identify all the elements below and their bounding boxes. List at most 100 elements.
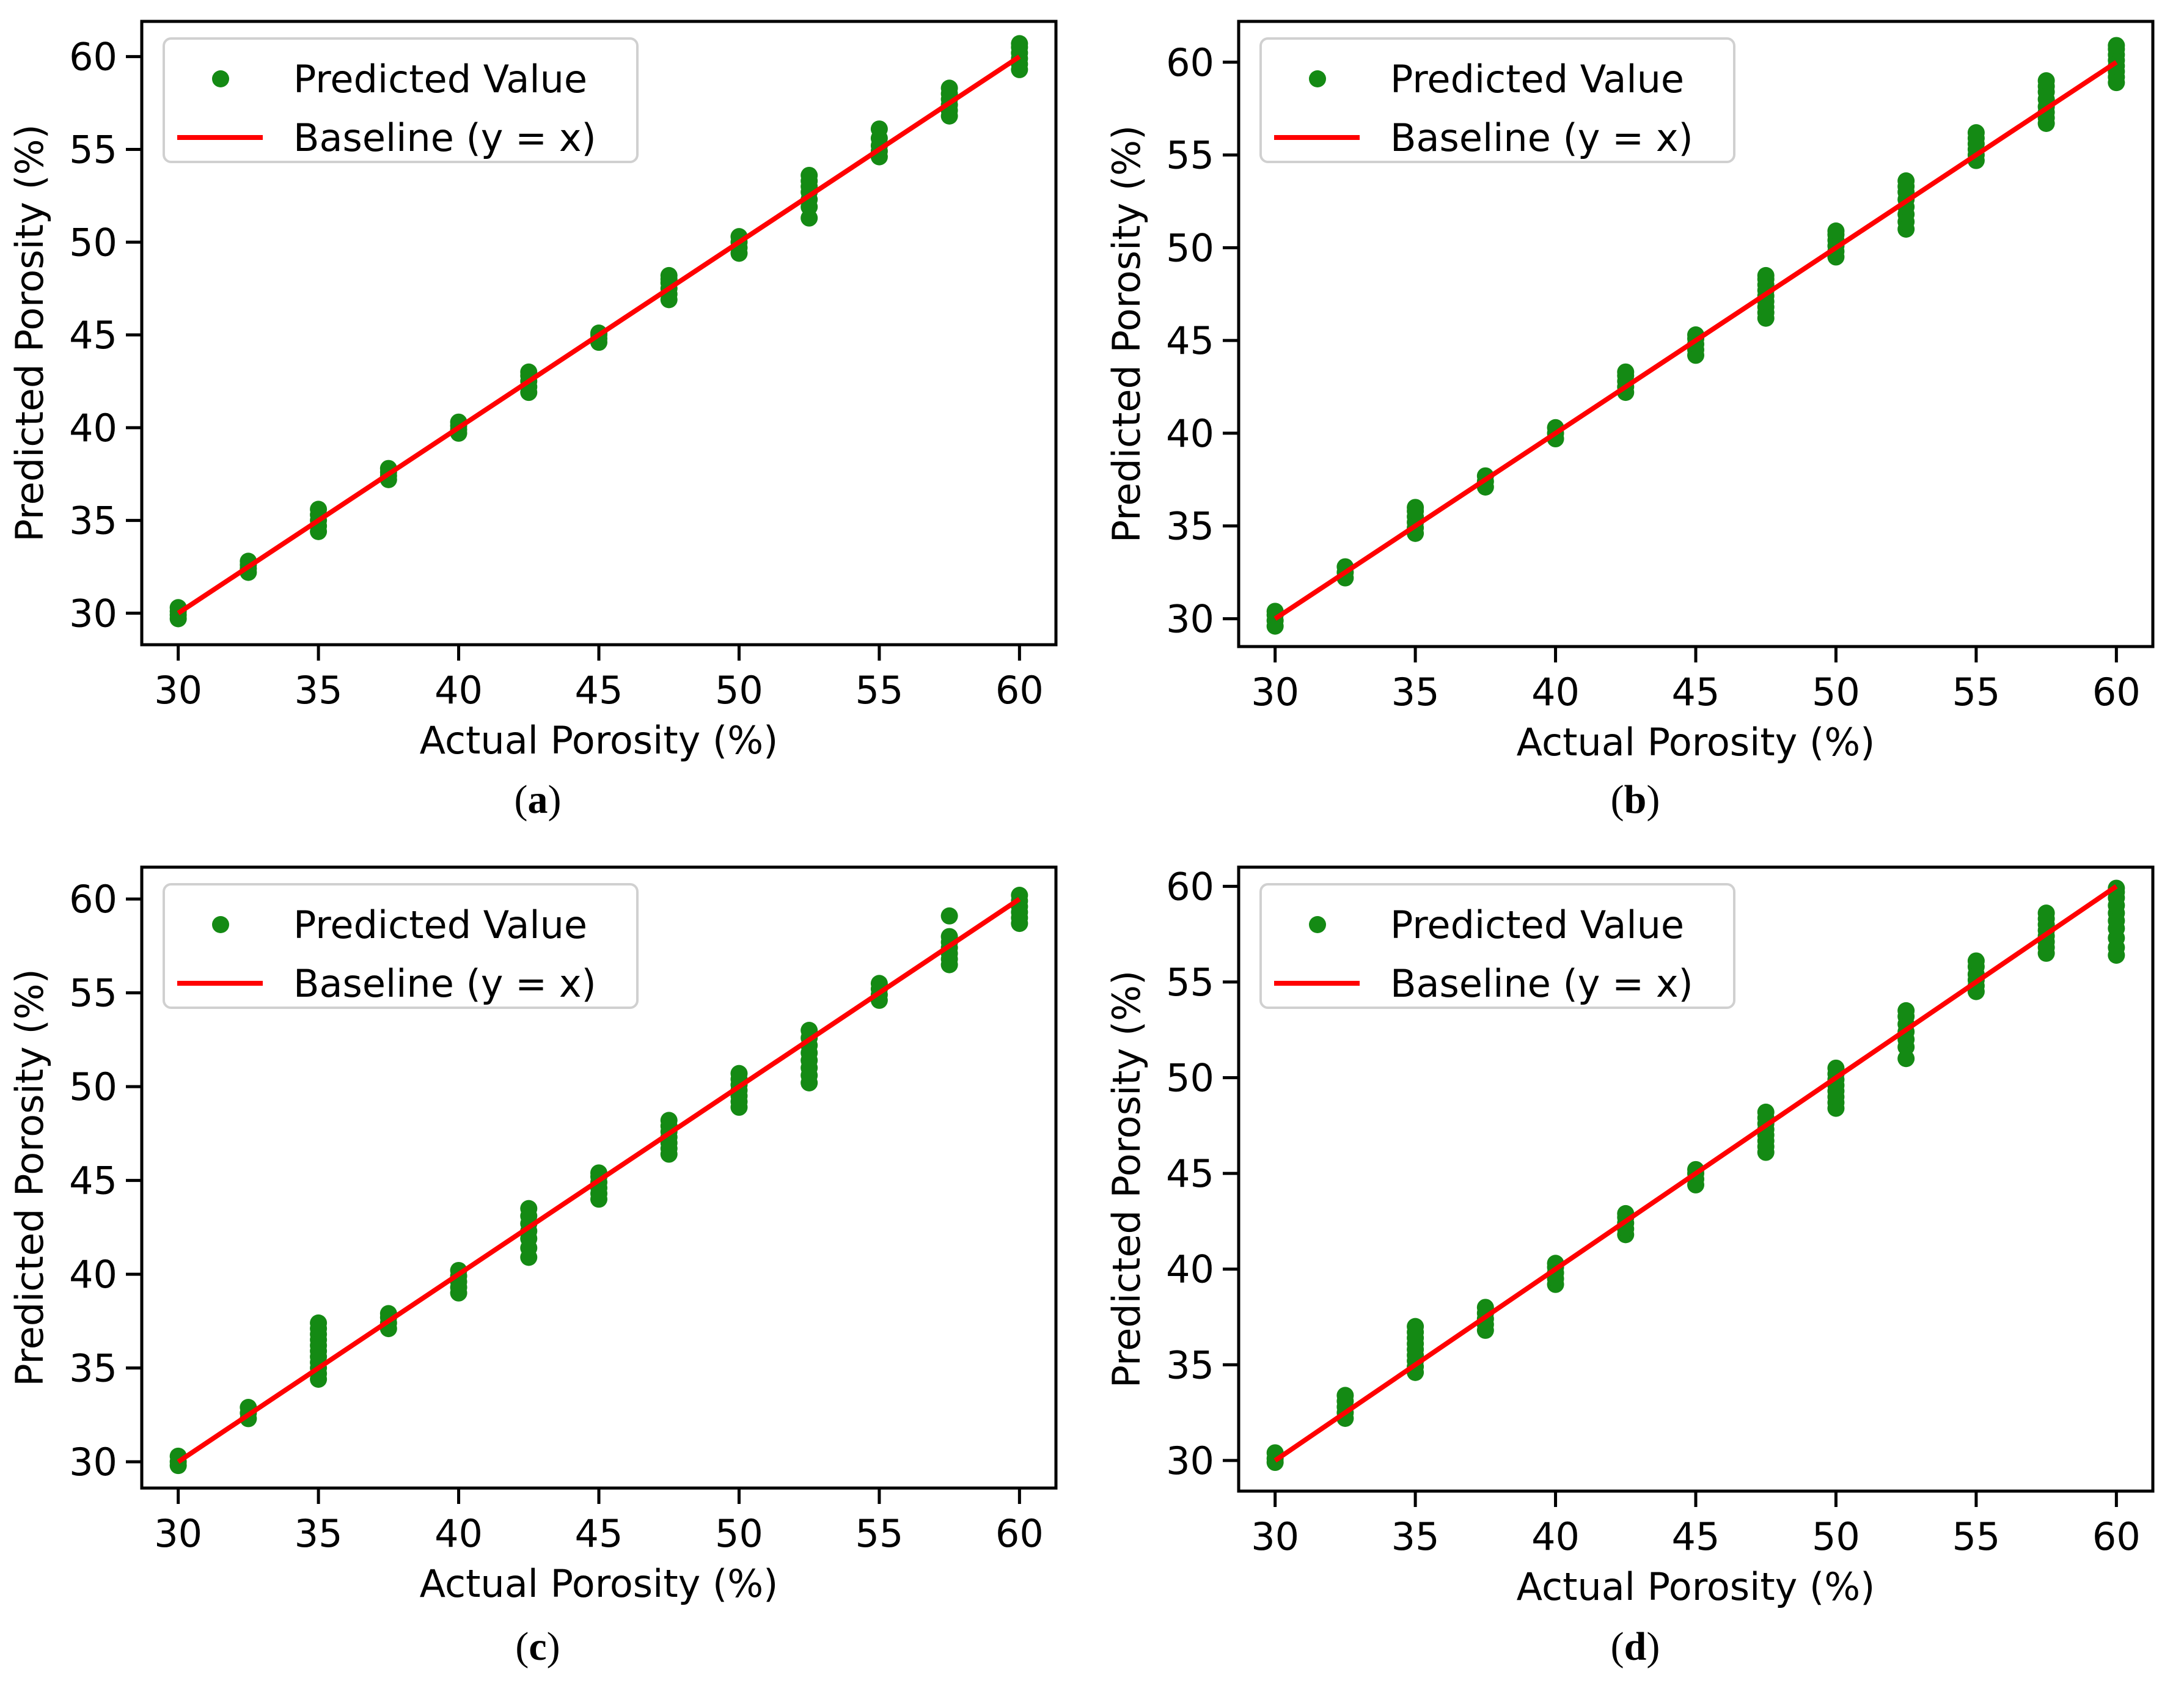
scatter-point <box>2108 37 2125 54</box>
y-tick-label: 50 <box>1166 226 1214 270</box>
legend-label-baseline: Baseline (y = x) <box>293 116 596 160</box>
caption-open-paren: ( <box>1611 1624 1624 1669</box>
x-tick-label: 45 <box>575 668 623 713</box>
x-tick-label: 45 <box>1672 670 1720 714</box>
x-axis-label: Actual Porosity (%) <box>420 1561 779 1606</box>
axes-frame <box>1237 20 2155 648</box>
x-tick-label: 55 <box>855 1511 903 1556</box>
y-tick-label: 40 <box>69 1252 117 1297</box>
scatter-point <box>1336 1387 1354 1404</box>
scatter-point <box>310 1314 328 1332</box>
x-tick-label: 30 <box>154 668 202 713</box>
x-tick-label: 60 <box>995 668 1044 713</box>
panel-caption: (d) <box>1611 1624 1660 1669</box>
x-tick-label: 30 <box>1251 1514 1299 1559</box>
y-axis-label: Predicted Porosity (%) <box>1104 970 1149 1388</box>
panel-caption: (b) <box>1611 777 1660 822</box>
caption-close-paren: ) <box>547 1624 560 1669</box>
y-axis-label: Predicted Porosity (%) <box>7 969 52 1386</box>
y-tick-label: 30 <box>1166 596 1214 641</box>
scatter-point <box>2037 72 2055 90</box>
x-tick-label: 60 <box>2092 1514 2141 1559</box>
chart-panel-c: 30 35 40 45 50 55 60 30 35 40 45 50 55 60 Predicted Va… <box>7 865 1058 1669</box>
y-tick-label: 40 <box>1166 1247 1214 1292</box>
legend-label-predicted: Predicted Value <box>1390 903 1684 947</box>
legend-label-predicted: Predicted Value <box>1390 57 1684 101</box>
y-tick-label: 35 <box>1166 504 1214 549</box>
legend-scatter-marker <box>212 916 229 933</box>
axes-frame <box>140 865 1058 1490</box>
x-tick-label: 50 <box>715 668 763 713</box>
x-tick-label: 35 <box>295 1511 343 1556</box>
y-axis-label: Predicted Porosity (%) <box>1104 125 1149 543</box>
scatter-series <box>1266 879 2125 1472</box>
caption-open-paren: ( <box>515 1624 529 1669</box>
y-tick-label: 60 <box>1166 864 1214 909</box>
x-tick-label: 40 <box>434 668 483 713</box>
legend-label-baseline: Baseline (y = x) <box>1390 116 1693 160</box>
y-tick-label: 45 <box>69 1159 117 1203</box>
x-tick-label: 55 <box>855 668 903 713</box>
y-tick-label: 35 <box>1166 1343 1214 1387</box>
caption-open-paren: ( <box>1611 777 1624 822</box>
x-tick-label: 60 <box>995 1511 1044 1556</box>
scatter-point <box>1407 499 1424 516</box>
y-tick-label: 30 <box>69 1440 117 1484</box>
x-tick-label: 30 <box>1251 670 1299 714</box>
scatter-point <box>1897 1002 1915 1019</box>
legend-label-baseline: Baseline (y = x) <box>1390 961 1693 1006</box>
x-tick-label: 45 <box>1672 1514 1720 1559</box>
x-tick-label: 40 <box>1531 670 1580 714</box>
legend-label-baseline: Baseline (y = x) <box>293 961 596 1006</box>
y-tick-label: 50 <box>1166 1056 1214 1101</box>
scatter-point <box>1757 266 1775 284</box>
x-tick-label: 35 <box>1391 670 1440 714</box>
caption-close-paren: ) <box>1646 777 1660 822</box>
legend-label-predicted: Predicted Value <box>293 903 587 947</box>
legend-scatter-marker <box>212 70 229 87</box>
scatter-point <box>660 266 678 284</box>
scatter-point <box>1827 222 1845 240</box>
x-tick-label: 50 <box>1812 670 1860 714</box>
scatter-point <box>310 501 328 518</box>
y-tick-label: 45 <box>1166 1151 1214 1196</box>
x-tick-label: 55 <box>1952 1514 2000 1559</box>
y-axis-label: Predicted Porosity (%) <box>7 124 52 541</box>
scatter-point <box>2037 904 2055 922</box>
x-tick-label: 50 <box>1812 1514 1860 1559</box>
y-tick-label: 30 <box>69 591 117 636</box>
y-tick-label: 45 <box>69 313 117 358</box>
caption-close-paren: ) <box>1646 1624 1660 1669</box>
x-tick-label: 45 <box>575 1511 623 1556</box>
caption-open-paren: ( <box>515 777 528 822</box>
x-axis-label: Actual Porosity (%) <box>420 718 779 763</box>
caption-letter: a <box>528 777 548 822</box>
x-tick-label: 35 <box>295 668 343 713</box>
y-tick-label: 55 <box>69 971 117 1016</box>
legend-scatter-marker <box>1309 70 1326 87</box>
legend-label-predicted: Predicted Value <box>293 57 587 101</box>
legend-box <box>163 37 639 163</box>
legend-box <box>1259 883 1735 1009</box>
scatter-point <box>1897 172 1915 190</box>
scatter-point <box>730 1065 748 1082</box>
legend-box <box>1259 37 1735 163</box>
chart-panel-a: 30 35 40 45 50 55 60 30 35 40 45 50 55 60 Predicted Va… <box>7 20 1058 822</box>
y-tick-label: 50 <box>69 1065 117 1109</box>
legend: Predicted Value Baseline (y = x) <box>1259 37 1735 163</box>
legend: Predicted Value Baseline (y = x) <box>163 883 639 1009</box>
scatter-point <box>1011 35 1028 53</box>
x-tick-label: 40 <box>434 1511 483 1556</box>
scatter-point <box>870 120 888 138</box>
axes-frame <box>1237 865 2155 1493</box>
scatter-point <box>1757 1103 1775 1121</box>
y-tick-label: 60 <box>69 35 117 79</box>
scatter-point <box>1967 952 1985 970</box>
y-tick-label: 55 <box>1166 133 1214 178</box>
x-tick-label: 60 <box>2092 670 2141 714</box>
legend: Predicted Value Baseline (y = x) <box>1259 883 1735 1009</box>
baseline-line <box>1273 884 2118 1463</box>
legend-scatter-marker <box>1309 916 1326 933</box>
x-tick-label: 40 <box>1531 1514 1580 1559</box>
